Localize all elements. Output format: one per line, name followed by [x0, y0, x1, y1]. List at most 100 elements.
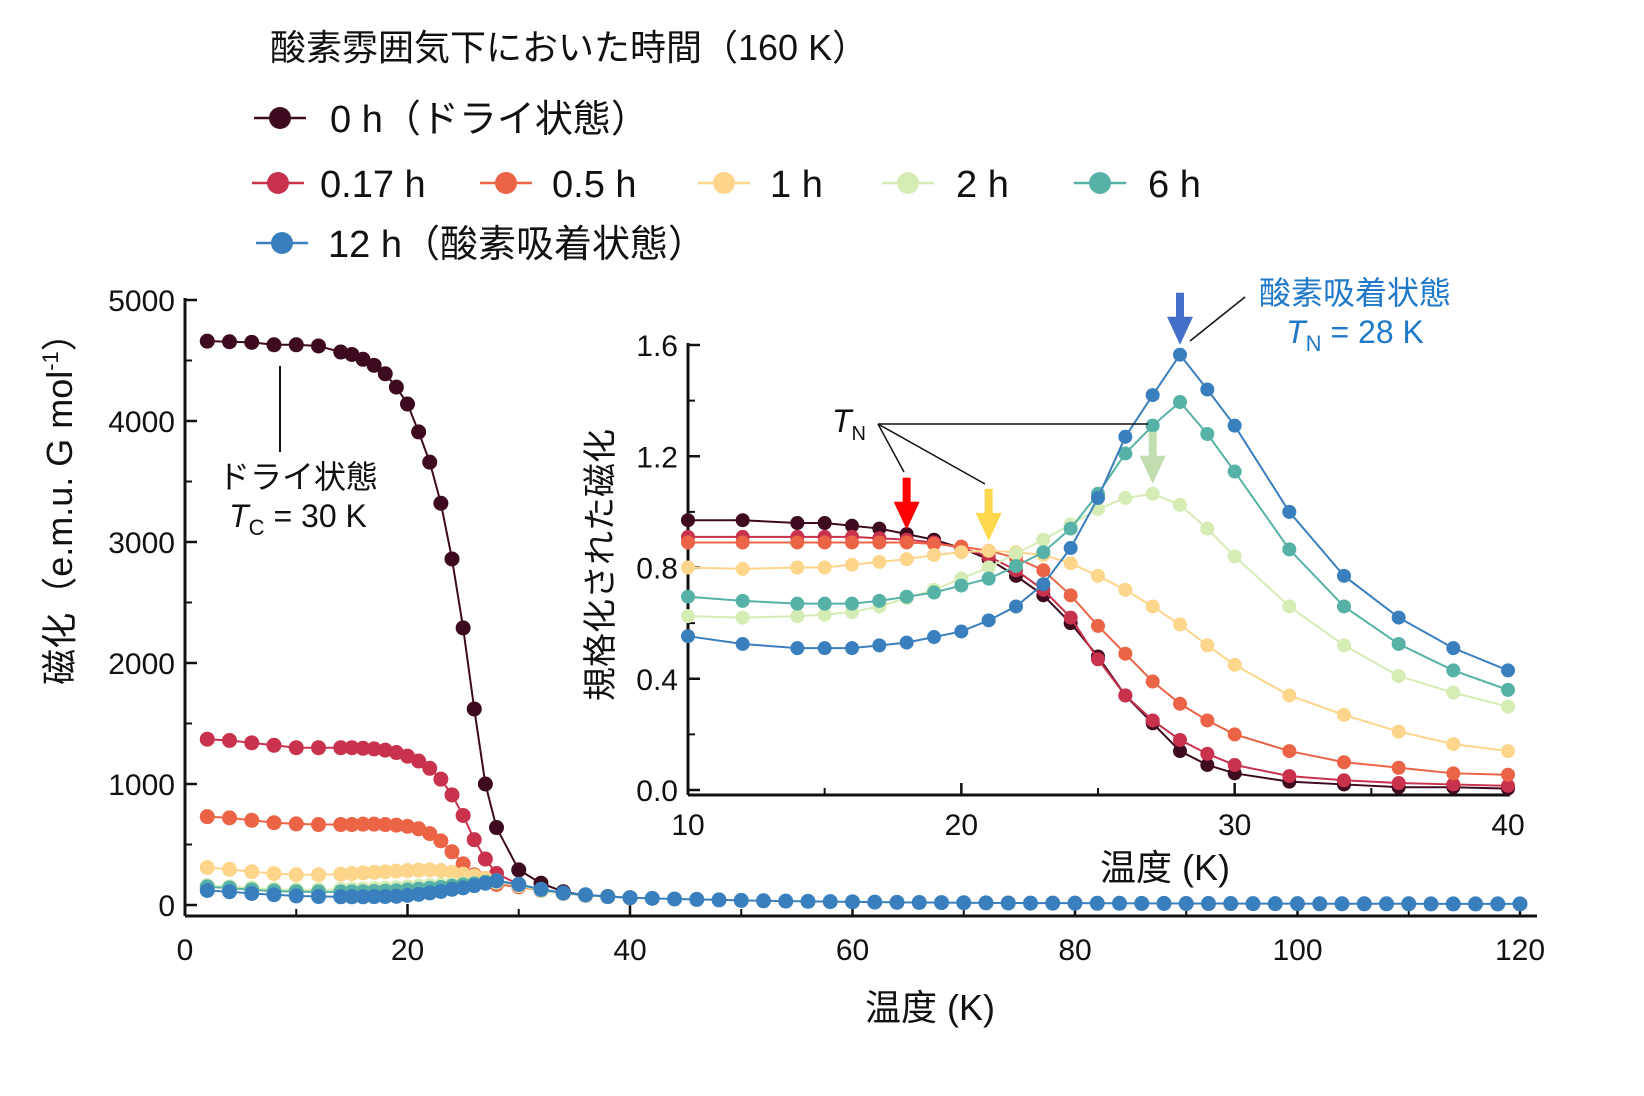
data-point	[355, 889, 371, 905]
data-point	[355, 865, 371, 881]
inset-x-axis-label: 温度 (K)	[1100, 847, 1230, 888]
data-point	[1173, 347, 1187, 362]
data-point	[845, 518, 859, 533]
data-point	[817, 596, 832, 611]
data-point	[800, 893, 816, 909]
data-point	[790, 641, 805, 656]
data-point	[1091, 568, 1105, 583]
data-point	[1501, 682, 1515, 697]
y-tick-label: 1000	[108, 769, 175, 802]
data-point	[411, 424, 427, 440]
data-point	[1145, 486, 1160, 501]
data-point	[1023, 895, 1038, 911]
data-point	[1334, 896, 1350, 912]
data-point	[288, 816, 304, 832]
x-tick-label: 20	[391, 934, 424, 967]
data-point	[199, 882, 215, 898]
data-point	[377, 864, 393, 880]
data-point	[644, 890, 660, 906]
tn-leader-lines	[877, 296, 1246, 485]
data-point	[899, 535, 914, 550]
data-point	[1446, 737, 1461, 752]
data-point	[1000, 895, 1016, 911]
data-point	[1490, 896, 1506, 912]
data-point	[355, 351, 371, 367]
data-point	[222, 884, 237, 900]
y-tick-label: 0.8	[636, 553, 678, 586]
data-point	[1009, 599, 1023, 614]
data-point	[344, 740, 360, 756]
data-point	[222, 732, 237, 748]
data-point	[266, 337, 282, 353]
data-point	[981, 560, 996, 575]
data-point	[899, 589, 914, 604]
data-point	[1445, 896, 1461, 912]
data-point	[344, 889, 360, 905]
data-point	[311, 867, 326, 883]
legend-label: 2 h	[956, 164, 1009, 206]
legend-label: 0.5 h	[552, 164, 637, 206]
data-point	[1245, 896, 1261, 912]
legend-label: 12 h（酸素吸着状態）	[328, 224, 706, 266]
data-point	[222, 810, 237, 826]
data-point	[667, 891, 682, 907]
y-tick-label: 5000	[108, 285, 175, 318]
data-point	[199, 731, 215, 747]
data-point	[1173, 497, 1187, 512]
data-point	[1423, 896, 1439, 912]
data-point	[511, 876, 527, 892]
data-point	[778, 893, 794, 909]
data-point	[311, 740, 326, 756]
inset-y-axis-label: 規格化された磁化	[582, 429, 620, 701]
data-point	[1173, 395, 1187, 410]
data-point	[266, 815, 282, 831]
data-point	[1501, 663, 1515, 678]
legend-marker-icon	[713, 172, 735, 194]
data-point	[1391, 636, 1406, 651]
x-tick-label: 40	[1491, 809, 1524, 842]
data-point	[790, 609, 805, 624]
data-point	[355, 816, 371, 832]
data-point	[1091, 618, 1105, 633]
series-6	[199, 873, 1528, 912]
data-point	[388, 379, 404, 395]
data-point	[1227, 757, 1242, 772]
data-point	[1067, 895, 1083, 911]
data-point	[1045, 895, 1061, 911]
data-point	[400, 863, 415, 879]
x-tick-label: 100	[1272, 934, 1322, 967]
data-point	[1201, 896, 1216, 912]
data-point	[533, 881, 549, 897]
series-5	[681, 395, 1515, 697]
data-point	[956, 895, 972, 911]
x-tick-label: 80	[1058, 934, 1091, 967]
data-point	[756, 893, 771, 909]
series-1	[681, 529, 1515, 793]
dry-tc-label: TC = 30 K	[229, 498, 367, 540]
data-point	[466, 832, 482, 848]
data-point	[288, 740, 304, 756]
data-point	[954, 624, 969, 639]
data-point	[444, 787, 460, 803]
data-point	[377, 817, 393, 833]
data-point	[954, 578, 969, 593]
main-x-axis-label: 温度 (K)	[865, 987, 995, 1028]
data-point	[735, 561, 750, 576]
y-tick-label: 2000	[108, 648, 175, 681]
data-point	[477, 851, 493, 867]
data-point	[355, 740, 371, 756]
data-point	[911, 894, 927, 910]
data-point	[1009, 546, 1023, 561]
data-point	[422, 862, 438, 878]
data-point	[1446, 685, 1461, 700]
data-point	[681, 629, 695, 644]
data-point	[411, 886, 427, 902]
data-point	[872, 593, 887, 608]
data-point	[333, 889, 349, 905]
data-point	[1118, 582, 1133, 597]
tn-arrow-icon	[1167, 292, 1193, 345]
data-point	[845, 641, 859, 656]
legend-item: 0.5 h	[480, 164, 637, 206]
oxygen-state-label: 酸素吸着状態	[1259, 275, 1451, 311]
data-point	[422, 454, 438, 470]
